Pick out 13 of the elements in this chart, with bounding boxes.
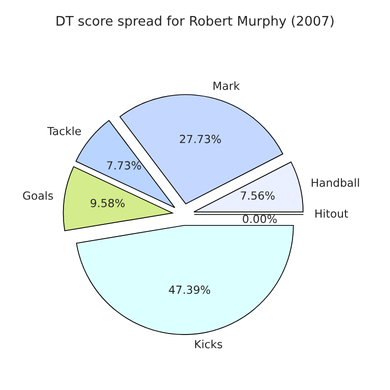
data-label: 7.73% — [107, 161, 141, 170]
data-label: 27.73% — [180, 134, 221, 144]
slice-label: Kicks — [195, 340, 222, 348]
slice-label: Tackle — [47, 126, 81, 136]
data-label: 47.39% — [168, 286, 210, 294]
text: 0.00% — [242, 214, 277, 224]
category-label: Hitout — [315, 209, 348, 218]
data-label: 9.58% — [90, 198, 125, 208]
chart-title: DT score spread for Robert Murphy (2007) — [56, 16, 334, 28]
slice-label: Goals — [23, 191, 53, 200]
slice-label: Handball — [312, 178, 359, 187]
data-label: 7.56% — [240, 191, 275, 200]
slice-label: Mark — [214, 81, 240, 90]
